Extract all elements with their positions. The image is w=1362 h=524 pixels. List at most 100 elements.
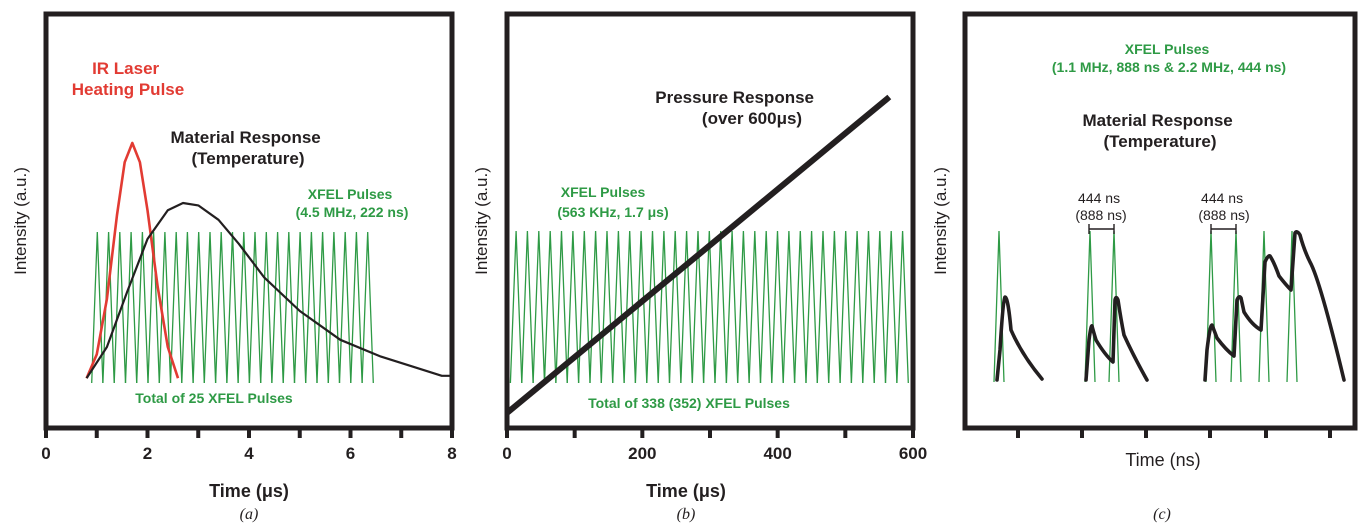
c-xfel-pulse — [1286, 230, 1298, 383]
a-xfel-pulse — [361, 231, 374, 384]
a-x-tick-label: 8 — [447, 444, 456, 463]
b-x-minor-tick — [572, 428, 577, 438]
b-xfel-pulse — [657, 230, 671, 384]
a-xfel-pulse — [124, 231, 138, 384]
b-x-tick — [640, 428, 645, 438]
b-x-minor-tick — [708, 428, 712, 438]
a-xfel-pulse — [203, 231, 217, 384]
b-xfel-pulse — [771, 230, 784, 384]
b-xfel-pulse — [532, 230, 546, 384]
b-x-tick — [911, 428, 915, 438]
a-x-ticks: 0 2 4 6 8 — [41, 428, 457, 463]
b-xfel-pulse — [748, 230, 762, 384]
b-x-tick — [505, 428, 509, 438]
b-xfel-pulse — [873, 230, 887, 384]
b-xfel-pulse — [759, 230, 773, 384]
b-xfel-pulses — [509, 230, 909, 384]
a-x-minor-tick — [196, 428, 201, 438]
a-x-tick — [44, 428, 48, 438]
b-pressure-response-line — [505, 94, 892, 416]
b-xfel-pulse — [816, 230, 830, 384]
a-x-tick — [450, 428, 454, 438]
c-x-axis-label: Time (ns) — [1125, 450, 1200, 470]
b-x-tick-label: 200 — [628, 444, 656, 463]
b-xfel-pulse — [543, 230, 557, 384]
c-xfel-label: XFEL Pulses (1.1 MHz, 888 ns & 2.2 MHz, … — [1052, 41, 1286, 75]
b-xfel-pulse — [589, 230, 602, 384]
c-x-tick — [1016, 428, 1020, 438]
a-x-tick-label: 2 — [143, 444, 152, 463]
a-xfel-pulse — [271, 231, 284, 384]
b-xfel-pulse — [793, 230, 807, 384]
c-panel-label: (c) — [1153, 506, 1171, 523]
b-curves — [505, 94, 892, 416]
a-x-axis-label: Time (μs) — [209, 481, 289, 501]
b-xfel-pulse — [555, 230, 568, 384]
b-x-tick-label: 400 — [763, 444, 791, 463]
a-x-tick — [145, 428, 150, 438]
b-xfel-pulse — [634, 230, 648, 384]
b-xfel-pulse — [805, 230, 818, 384]
b-xfel-pulse — [725, 230, 739, 384]
b-xfel-pulse — [782, 230, 796, 384]
b-x-axis-label: Time (μs) — [646, 481, 726, 501]
panel-a: 0 2 4 6 8 Intensity (a.u.) Time (μs) (a) IR … — [11, 11, 457, 523]
c-material-response-curve — [1084, 295, 1149, 382]
c-xfel-pulses — [993, 230, 1298, 383]
a-ir-label: IR Laser Heating Pulse — [72, 59, 184, 99]
a-xfel-pulse — [192, 231, 205, 384]
b-xfel-pulse — [896, 230, 909, 384]
c-interval-bracket-2 — [1210, 224, 1237, 234]
c-interval-label-2: 444 ns (888 ns) — [1198, 190, 1249, 223]
a-x-minor-tick — [94, 428, 99, 438]
a-x-minor-tick — [297, 428, 302, 438]
a-xfel-pulse — [214, 231, 228, 384]
b-xfel-pulse — [714, 230, 728, 384]
b-xfel-pulse — [577, 230, 591, 384]
b-xfel-pulse — [884, 230, 898, 384]
c-material-response-curve — [1203, 230, 1346, 382]
c-y-axis-label: Intensity (a.u.) — [931, 167, 950, 275]
b-total-pulses-label: Total of 338 (352) XFEL Pulses — [588, 395, 790, 411]
c-x-tick — [1328, 428, 1332, 438]
b-xfel-pulse — [509, 230, 523, 384]
c-material-response-label: Material Response (Temperature) — [1083, 111, 1238, 151]
a-xfel-pulse — [316, 231, 329, 384]
a-y-axis-label: Intensity (a.u.) — [11, 167, 30, 275]
a-material-response-label: Material Response (Temperature) — [171, 128, 326, 168]
a-x-tick — [247, 428, 251, 438]
c-x-tick — [1264, 428, 1268, 438]
a-xfel-pulse — [350, 231, 363, 384]
b-xfel-label: XFEL Pulses (563 KHz, 1.7 μs) — [557, 184, 668, 220]
a-material-response-curve — [85, 201, 452, 379]
b-xfel-pulse — [862, 230, 875, 384]
b-x-tick — [775, 428, 780, 438]
a-xfel-pulse — [158, 231, 172, 384]
a-xfel-pulse — [282, 231, 296, 384]
a-xfel-pulse — [293, 231, 307, 384]
a-x-tick-label: 0 — [41, 444, 50, 463]
c-interval-label-1: 444 ns (888 ns) — [1075, 190, 1126, 223]
b-y-axis-label: Intensity (a.u.) — [472, 167, 491, 275]
a-xfel-pulses — [91, 231, 374, 384]
b-xfel-pulse — [566, 230, 580, 384]
a-x-tick-label: 4 — [244, 444, 254, 463]
a-x-minor-tick — [399, 428, 404, 438]
b-xfel-pulse — [702, 230, 716, 384]
b-xfel-pulse — [612, 230, 625, 384]
b-xfel-pulse — [691, 230, 705, 384]
a-x-tick-label: 6 — [346, 444, 355, 463]
b-xfel-pulse — [737, 230, 750, 384]
c-x-ticks — [1016, 428, 1332, 438]
panel-b: 0 200 400 600 Intensity (a.u.) Time (μs) (b… — [472, 11, 927, 523]
b-x-tick-label: 600 — [899, 444, 927, 463]
c-curves — [995, 230, 1346, 382]
c-material-response-curve — [995, 295, 1044, 382]
b-xfel-pulse — [850, 230, 864, 384]
c-x-tick — [1144, 428, 1148, 438]
a-xfel-pulse — [169, 231, 183, 384]
a-total-pulses-label: Total of 25 XFEL Pulses — [135, 390, 293, 406]
b-xfel-pulse — [521, 230, 534, 384]
panel-c: Intensity (a.u.) Time (ns) (c) XFEL Puls… — [931, 11, 1358, 523]
